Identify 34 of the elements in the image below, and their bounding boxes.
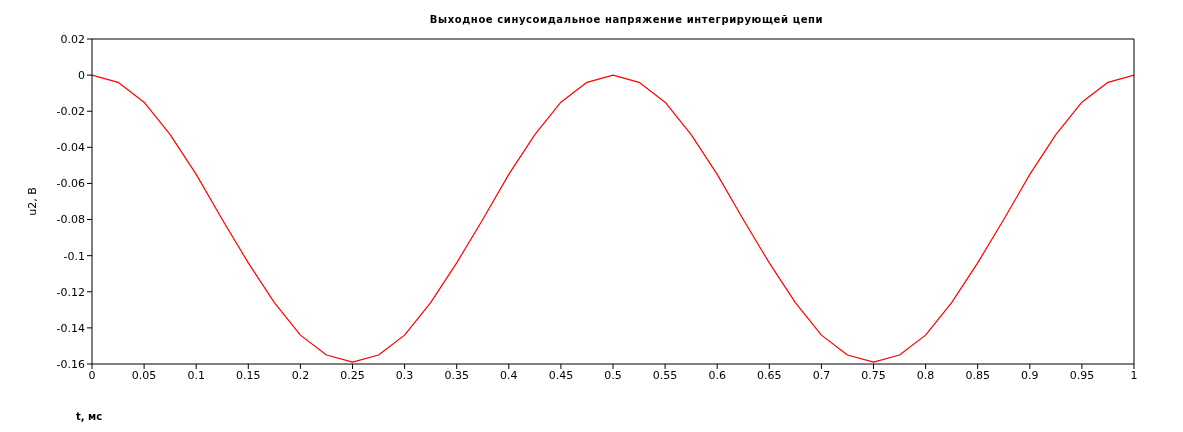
y-tick-label: 0	[78, 69, 85, 83]
x-tick-label: 0.4	[500, 368, 518, 382]
y-tick-label: -0.06	[56, 177, 85, 191]
x-tick-label: 0.75	[861, 368, 886, 382]
x-tick-label: 0.45	[548, 368, 574, 382]
x-tick-label: 0.9	[1021, 368, 1039, 382]
x-tick-label: 0.3	[395, 368, 414, 382]
x-tick-label: 0.25	[340, 368, 365, 382]
y-tick-label: -0.02	[56, 105, 85, 119]
x-tick-label: 0.8	[916, 368, 935, 382]
x-tick-label: 0.15	[236, 368, 261, 382]
x-tick-label: 0.1	[187, 368, 205, 382]
x-tick-label: 0.5	[604, 368, 622, 382]
y-tick-label: -0.1	[63, 249, 85, 263]
x-tick-label: 0.35	[444, 368, 469, 382]
y-axis-title: u2, В	[25, 187, 39, 216]
y-tick-label: -0.16	[56, 357, 85, 371]
chart-title: Выходное синусоидальное напряжение интегрирующей цепи	[428, 13, 825, 27]
x-tick-label: 0.85	[965, 368, 990, 382]
x-tick-label: 0.65	[757, 368, 782, 382]
x-tick-label: 0	[88, 368, 96, 382]
x-tick-label: 0.55	[652, 368, 678, 382]
x-tick-label: 0.7	[812, 368, 831, 382]
y-tick-label: -0.14	[56, 321, 85, 335]
x-tick-label: 0.95	[1069, 368, 1095, 382]
x-tick-label: 0.05	[131, 368, 157, 382]
y-tick-label: -0.08	[56, 213, 85, 227]
y-tick-label: -0.12	[56, 285, 85, 299]
x-tick-label: 1	[1130, 368, 1138, 382]
x-tick-label: 0.6	[708, 368, 726, 382]
y-tick-label: 0.02	[60, 32, 85, 46]
x-axis-title: t, мс	[76, 411, 103, 422]
x-tick-label: 0.2	[291, 368, 310, 382]
y-tick-label: -0.04	[56, 141, 85, 155]
